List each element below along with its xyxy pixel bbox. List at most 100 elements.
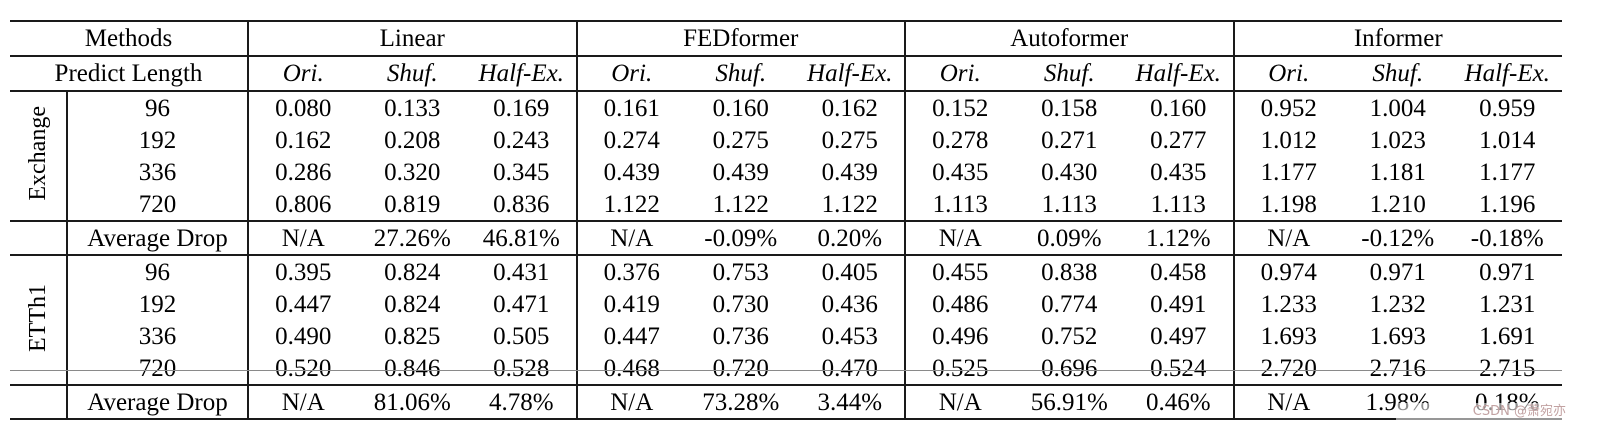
metric-value: 0.435 bbox=[1124, 156, 1235, 188]
predict-length-cell: 192 bbox=[67, 124, 249, 156]
subcol-ori: Ori. bbox=[905, 55, 1015, 92]
metric-value: 1.113 bbox=[1124, 188, 1235, 221]
predict-length-cell: 96 bbox=[67, 254, 249, 288]
metric-value: 1.122 bbox=[712, 190, 769, 218]
average-drop-value: N/A bbox=[576, 220, 686, 255]
predict-length-cell: 720 bbox=[67, 352, 249, 385]
metric-value: 1.122 bbox=[795, 188, 906, 221]
metric-value: 0.458 bbox=[1124, 254, 1235, 288]
metric-value: 0.971 bbox=[1343, 254, 1453, 288]
group-header-linear: Linear bbox=[248, 20, 578, 56]
average-drop-value: 56.91% bbox=[1014, 384, 1124, 420]
subcol-shuf: Shuf. bbox=[1014, 55, 1124, 92]
metric-value: 0.952 bbox=[1233, 90, 1343, 124]
empty-cell bbox=[10, 384, 68, 420]
metric-value: 1.023 bbox=[1369, 126, 1426, 154]
metric-value: 0.439 bbox=[795, 156, 906, 188]
metric-value: 1.122 bbox=[603, 190, 660, 218]
group-header-fedformer: FEDformer bbox=[576, 20, 906, 56]
metric-value: 0.161 bbox=[576, 90, 686, 124]
average-drop-value: 0.46% bbox=[1124, 384, 1235, 420]
average-drop-value: -0.09% bbox=[686, 220, 796, 255]
table-row: 192 0.162 0.208 0.243 0.274 0.275 0.275 0.278 0.… bbox=[10, 124, 1562, 156]
metric-value: 0.471 bbox=[467, 288, 578, 320]
metric-value: 0.819 bbox=[384, 190, 441, 218]
metric-value: 0.959 bbox=[1452, 90, 1562, 124]
subcol-shuf: Shuf. bbox=[1343, 55, 1453, 92]
average-drop-value: 46.81% bbox=[467, 220, 578, 255]
metric-value: 0.152 bbox=[905, 90, 1015, 124]
metric-value: 0.376 bbox=[576, 254, 686, 288]
metric-value: 1.231 bbox=[1479, 290, 1536, 318]
metric-value: 1.177 bbox=[1479, 158, 1536, 186]
average-drop-value: 73.28% bbox=[686, 384, 796, 420]
metric-value: 1.232 bbox=[1369, 290, 1426, 318]
metric-value: 1.691 bbox=[1479, 322, 1536, 350]
predict-length-header: Predict Length bbox=[10, 55, 249, 92]
subcol-ori: Ori. bbox=[576, 55, 686, 92]
metric-value: 0.431 bbox=[467, 254, 578, 288]
metric-value: 0.524 bbox=[1124, 352, 1235, 385]
table-row: 192 0.447 0.824 0.471 0.419 0.730 0.436 0.486 0.… bbox=[10, 288, 1562, 320]
average-drop-value: 1.12% bbox=[1124, 220, 1235, 255]
average-drop-label: Average Drop bbox=[67, 384, 249, 420]
metric-value: 0.435 bbox=[932, 158, 989, 186]
dataset-label-text: Exchange bbox=[25, 106, 51, 201]
table-row: 336 0.490 0.825 0.505 0.447 0.736 0.453 0.496 0.… bbox=[10, 320, 1562, 352]
metric-value: 0.824 bbox=[384, 290, 441, 318]
metric-value: 0.505 bbox=[467, 320, 578, 352]
metric-value: 0.278 bbox=[932, 126, 989, 154]
empty-cell bbox=[10, 220, 68, 255]
metric-value: 0.345 bbox=[467, 156, 578, 188]
metric-value: 0.133 bbox=[357, 90, 467, 124]
average-drop-value: N/A bbox=[905, 220, 1015, 255]
metric-value: 0.520 bbox=[275, 354, 332, 382]
metric-value: 0.455 bbox=[905, 254, 1015, 288]
table-row: 720 0.520 0.846 0.528 0.468 0.720 0.470 0.525 0.… bbox=[10, 352, 1562, 385]
average-drop-value: 4.78% bbox=[467, 384, 578, 420]
group-header-autoformer: Autoformer bbox=[905, 20, 1235, 56]
metric-value: 1.014 bbox=[1479, 126, 1536, 154]
metric-value: 0.158 bbox=[1014, 90, 1124, 124]
metric-value: 0.752 bbox=[1041, 322, 1098, 350]
predict-length-cell: 336 bbox=[67, 156, 249, 188]
metric-value: 0.836 bbox=[467, 188, 578, 221]
metric-value: 0.525 bbox=[932, 354, 989, 382]
dataset-label: Exchange bbox=[10, 90, 68, 221]
metric-value: 0.271 bbox=[1041, 126, 1098, 154]
average-drop-row: Average Drop N/A 27.26% 46.81% N/A -0.09% 0.20… bbox=[10, 220, 1562, 255]
metric-value: 0.825 bbox=[384, 322, 441, 350]
metric-value: 0.436 bbox=[795, 288, 906, 320]
predict-length-cell: 336 bbox=[67, 320, 249, 352]
thin-rule-line bbox=[10, 370, 1562, 371]
metric-value: 0.824 bbox=[357, 254, 467, 288]
metric-value: 1.210 bbox=[1369, 190, 1426, 218]
average-drop-value: N/A bbox=[905, 384, 1015, 420]
table-row: ETTh1 96 0.395 0.824 0.431 0.376 0.753 0.405 0.4… bbox=[10, 254, 1562, 385]
metric-value: 0.395 bbox=[248, 254, 358, 288]
metric-value: 0.447 bbox=[275, 290, 332, 318]
metric-value: 1.113 bbox=[1041, 190, 1097, 218]
metric-value: 0.971 bbox=[1452, 254, 1562, 288]
metric-value: 0.974 bbox=[1233, 254, 1343, 288]
metric-value: 0.846 bbox=[384, 354, 441, 382]
subcol-ori: Ori. bbox=[1233, 55, 1343, 92]
average-drop-label: Average Drop bbox=[67, 220, 249, 255]
metric-value: 0.490 bbox=[275, 322, 332, 350]
subcol-shuf: Shuf. bbox=[357, 55, 467, 92]
metric-value: 0.774 bbox=[1041, 290, 1098, 318]
average-drop-value: N/A bbox=[248, 220, 358, 255]
metric-value: 0.430 bbox=[1041, 158, 1098, 186]
metric-value: 1.196 bbox=[1479, 190, 1536, 218]
metric-value: 0.160 bbox=[1124, 90, 1235, 124]
metric-value: 1.113 bbox=[932, 190, 988, 218]
metric-value: 0.439 bbox=[603, 158, 660, 186]
subcol-halfex: Half-Ex. bbox=[795, 55, 906, 92]
metric-value: 2.715 bbox=[1479, 354, 1536, 382]
metric-value: 1.693 bbox=[1369, 322, 1426, 350]
average-drop-value: N/A bbox=[248, 384, 358, 420]
metric-value: 0.468 bbox=[603, 354, 660, 382]
dataset-label: ETTh1 bbox=[10, 254, 68, 385]
metric-value: 0.320 bbox=[384, 158, 441, 186]
results-table: Methods Linear FEDformer Autoformer Info… bbox=[10, 20, 1562, 420]
